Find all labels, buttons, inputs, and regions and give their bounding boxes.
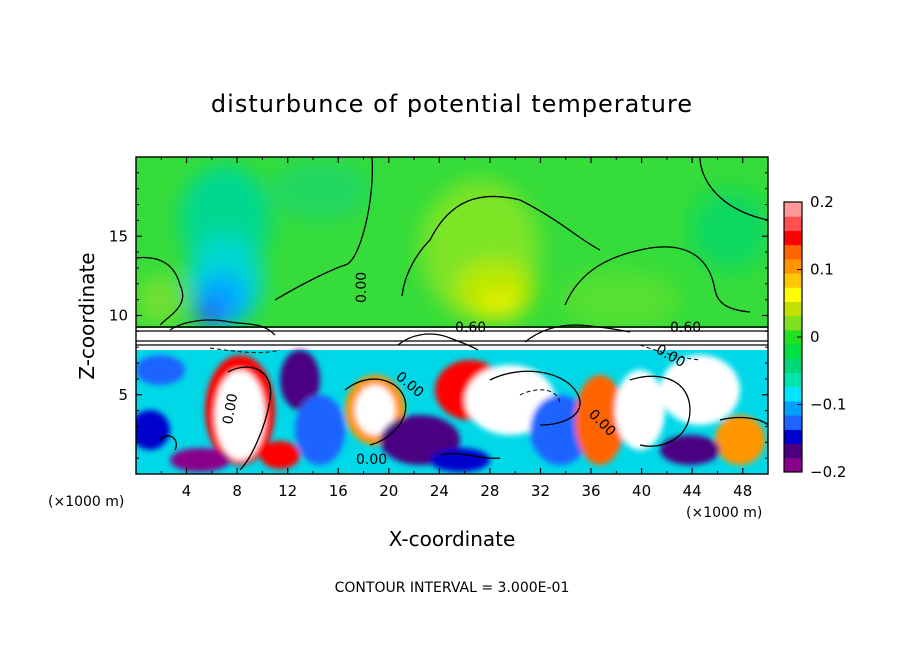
colorbar-swatch [784,202,802,217]
x-tick-label: 8 [232,482,242,500]
colorbar-swatch [784,273,802,288]
colorbar-swatch [784,457,802,473]
contour-label: 0.00 [220,392,241,425]
colorbar-swatch [784,301,802,317]
colorbar-swatch [784,400,802,416]
x-tick-label: 32 [531,482,550,500]
x-axis-label: X-coordinate [389,527,516,551]
colorbar-swatch [784,315,802,331]
colorbar-swatch [784,415,802,430]
colorbar-swatch [784,386,802,402]
chart-title: disturbunce of potential temperature [211,90,693,118]
colorbar-ticks: 0.2 0.1 0 −0.1 −0.2 [797,193,846,481]
colorbar-swatch [784,443,802,459]
colorbar-swatch [784,329,802,345]
contour-label: 0.00 [354,272,370,303]
x-tick-label: 16 [329,482,348,500]
contour-interval-note: CONTOUR INTERVAL = 3.000E-01 [335,580,570,596]
contour-label: 0.00 [356,452,387,468]
x-tick-label: 24 [430,482,449,500]
x-axis-ticks: 4 8 12 16 20 24 28 32 36 40 44 48 [160,157,752,500]
turbulent-eddies [136,350,765,472]
x-tick-label: 12 [278,482,297,500]
colorbar-tick-label: −0.2 [810,463,846,481]
colorbar-tick-label: 0 [810,328,820,346]
upper-field-blobs [136,160,768,330]
colorbar-swatch [784,344,802,359]
y-axis-ticks: 5 10 15 [109,172,768,459]
colorbar-tick-label: −0.1 [810,396,846,414]
colorbar-swatch [784,287,802,302]
colorbar-swatch [784,258,802,274]
x-tick-label: 40 [632,482,651,500]
contour-lines [136,157,768,471]
colorbar-swatch [784,230,802,246]
x-tick-label: 36 [581,482,600,500]
colorbar-tick-label: 0.2 [810,193,834,211]
y-axis-label: Z-coordinate [75,252,99,379]
x-tick-label: 20 [379,482,398,500]
contour-label: 0.60 [455,320,486,336]
contour-label: 0.60 [670,320,701,336]
x-unit-left: (×1000 m) [48,494,124,510]
y-tick-label: 15 [109,227,128,245]
x-tick-label: 44 [683,482,702,500]
x-unit-right: (×1000 m) [686,505,762,521]
contour-lines-dashed [209,344,701,406]
y-tick-label: 10 [109,307,128,325]
x-tick-label: 48 [733,482,752,500]
colorbar-swatch [784,216,802,231]
x-tick-label: 4 [182,482,192,500]
plot-area [136,157,768,474]
colorbar [783,201,803,473]
x-tick-label: 28 [480,482,499,500]
colorbar-swatch [784,244,802,260]
y-tick-label: 5 [118,386,128,404]
colorbar-swatch [784,372,802,388]
colorbar-tick-label: 0.1 [810,261,834,279]
colorbar-swatch [784,429,802,445]
colorbar-swatch [784,358,802,374]
